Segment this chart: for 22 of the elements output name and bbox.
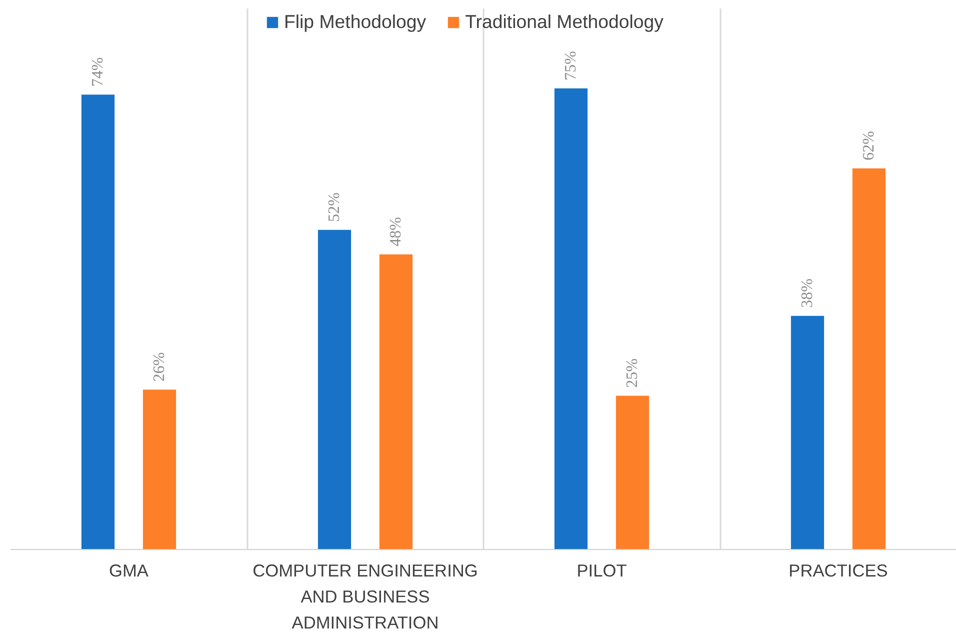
bar [318, 230, 352, 550]
x-tick-label: PRACTICES [788, 560, 888, 580]
data-label: 38% [799, 278, 816, 308]
data-label: 25% [624, 358, 641, 388]
bar [81, 94, 115, 550]
x-tick-label: PILOT [576, 560, 628, 580]
legend-label: Traditional Methodology [465, 11, 664, 33]
data-label: 48% [387, 217, 404, 246]
data-label: 52% [326, 192, 344, 222]
bar [616, 396, 650, 550]
bar [142, 390, 176, 550]
legend-label: Flip Methodology [284, 11, 426, 33]
bar [852, 168, 886, 550]
x-tick-label: GMA [109, 560, 149, 580]
bar [790, 316, 824, 550]
data-label: 74% [90, 57, 107, 87]
data-label: 26% [150, 352, 168, 382]
bar [554, 88, 588, 550]
x-tick-label: COMPUTER ENGINEERING AND BUSINESS ADMINISTRATION [252, 560, 478, 632]
data-label: 62% [860, 131, 878, 160]
data-label: 75% [562, 51, 580, 80]
bar [379, 254, 413, 550]
